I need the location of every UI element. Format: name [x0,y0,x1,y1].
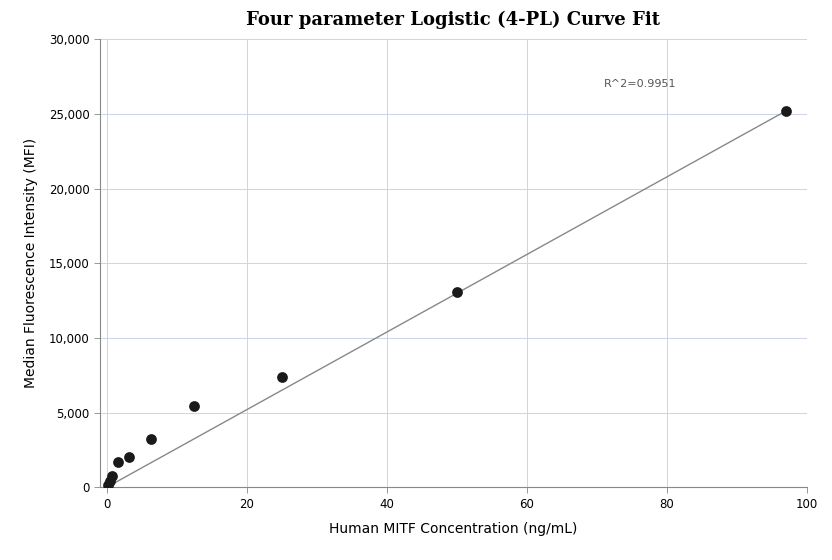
Point [103,477,116,486]
Point [275,373,289,382]
Point [780,106,793,115]
X-axis label: Human MITF Concentration (ng/mL): Human MITF Concentration (ng/mL) [329,522,577,536]
Point [144,434,157,443]
Point [106,472,119,480]
Title: Four parameter Logistic (4-PL) Curve Fit: Four parameter Logistic (4-PL) Curve Fit [246,11,661,29]
Y-axis label: Median Fluorescence Intensity (MFI): Median Fluorescence Intensity (MFI) [23,138,37,388]
Point [188,402,201,410]
Point [450,288,463,297]
Point [111,458,125,466]
Point [102,480,115,489]
Point [122,453,136,462]
Text: R^2=0.9951: R^2=0.9951 [604,79,676,89]
